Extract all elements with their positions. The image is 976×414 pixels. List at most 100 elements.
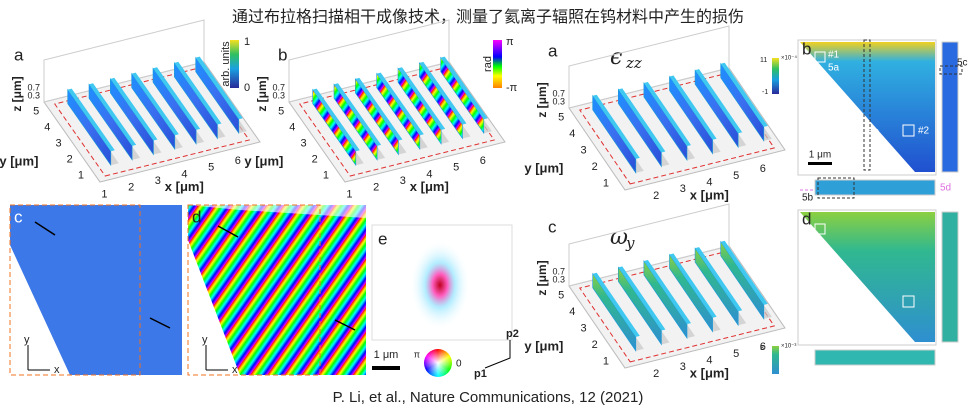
axis-label: p1 <box>474 368 487 380</box>
z-tick-label: 0.3 <box>27 90 40 100</box>
panel-label: c <box>14 207 23 226</box>
roi <box>9 204 141 376</box>
bottom-view <box>814 349 936 366</box>
panel-label: c <box>548 217 557 236</box>
y-tick-label: 2 <box>592 339 598 351</box>
roi <box>187 204 321 376</box>
roi <box>814 51 826 63</box>
colorbar <box>230 40 239 88</box>
axis-label: x <box>54 364 60 376</box>
arrow <box>34 221 56 236</box>
z-axis-label: z [μm] <box>535 260 549 295</box>
slab-top <box>618 88 666 153</box>
mask <box>188 240 240 375</box>
slab-top <box>592 94 640 159</box>
slab-top <box>334 83 382 146</box>
y-tick-label: 2 <box>67 154 73 166</box>
x-tick-label: 2 <box>128 182 134 194</box>
scale-label: 1 μm <box>809 150 831 161</box>
x-tick-label: 5 <box>733 170 739 182</box>
y-tick-label: 5 <box>278 106 284 118</box>
y-axis-label: y [μm] <box>244 153 283 168</box>
x-tick-label: 4 <box>181 168 187 180</box>
mark: #2 <box>918 126 930 137</box>
colorbar <box>772 346 779 374</box>
side-view <box>941 211 959 343</box>
z-tick-label: 0.7 <box>272 82 285 92</box>
z-tick-label: 0.3 <box>552 274 565 284</box>
colorbar <box>772 58 779 94</box>
scale-bar <box>372 366 400 370</box>
y-tick-label: 1 <box>323 170 329 182</box>
slab-top <box>419 61 467 125</box>
x-axis-label: x [μm] <box>410 179 449 194</box>
image <box>800 42 935 172</box>
slab-top <box>131 72 179 136</box>
arrow <box>149 317 171 329</box>
axis-label: y <box>202 334 208 346</box>
image <box>800 212 935 342</box>
axis-label: p2 <box>506 328 519 340</box>
x-tick-label: 1 <box>346 188 352 200</box>
x-tick-label: 6 <box>760 163 766 175</box>
roi <box>814 223 826 235</box>
color-wheel <box>424 349 452 377</box>
y-tick-label: 4 <box>44 122 50 134</box>
arrow <box>217 225 239 238</box>
x-tick-label: 4 <box>426 168 432 180</box>
panel-label: a <box>14 45 24 64</box>
slab-top <box>376 72 424 136</box>
slab-top <box>153 67 201 130</box>
roi-box <box>578 251 776 363</box>
side-view <box>941 41 959 173</box>
panel-label: d <box>192 207 201 226</box>
symbol-sub: y <box>625 234 635 252</box>
colorbar-tick: -π <box>506 82 518 94</box>
x-tick-label: 6 <box>760 341 766 353</box>
x-tick-label: 6 <box>235 155 241 167</box>
x-tick-label: 2 <box>653 190 659 202</box>
x-tick-label: 6 <box>480 155 486 167</box>
colorbar-unit: ×10⁻³ <box>781 344 796 350</box>
y-tick-label: 2 <box>312 154 318 166</box>
axes-icon <box>27 345 50 371</box>
roi-box <box>578 73 776 185</box>
y-tick-label: 3 <box>580 145 586 157</box>
z-tick-label: 0.7 <box>552 266 565 276</box>
x-tick-label: 3 <box>680 183 686 195</box>
x-tick-label: 2 <box>653 368 659 380</box>
x-axis-label: x [μm] <box>690 187 729 202</box>
colorbar <box>493 40 502 88</box>
panel-label: b <box>802 39 811 58</box>
mark: 5e <box>868 127 880 138</box>
z-axis-label: z [μm] <box>10 76 24 111</box>
slab-top <box>67 88 115 152</box>
y-tick-label: 1 <box>603 177 609 189</box>
x-tick-label: 4 <box>706 176 712 188</box>
box <box>43 19 205 103</box>
slab-top <box>720 240 768 305</box>
citation: P. Li, et al., Nature Communications, 12… <box>333 389 644 406</box>
wheel-tick: 0 <box>456 359 462 370</box>
title: 通过布拉格扫描相干成像技术，测量了氦离子辐照在钨材料中产生的损伤 <box>232 8 744 26</box>
slab-top <box>592 272 640 337</box>
slab-top <box>440 56 488 120</box>
frame <box>797 209 937 346</box>
colorbar-tick: 11 <box>760 57 767 64</box>
colorbar-tick: -1 <box>762 89 768 96</box>
x-tick-label: 3 <box>155 175 161 187</box>
x-tick-label: 5 <box>733 348 739 360</box>
slab-top <box>669 75 717 140</box>
slab-top <box>720 62 768 127</box>
y-tick-label: 2 <box>592 161 598 173</box>
y-tick-label: 4 <box>569 128 575 140</box>
slab-top <box>195 56 243 120</box>
mark: #1 <box>828 50 840 61</box>
roi <box>902 295 915 308</box>
z-tick-label: 0.3 <box>272 90 285 100</box>
arrow <box>334 319 356 331</box>
symbol-sub: zz <box>625 54 642 72</box>
roi <box>863 39 871 171</box>
